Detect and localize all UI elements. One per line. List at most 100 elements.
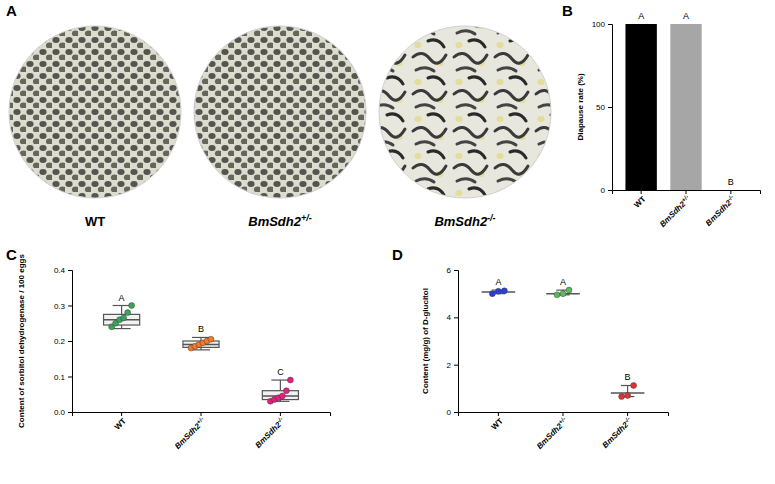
tick-mark — [627, 412, 628, 416]
bar — [670, 24, 701, 190]
label-part: BmSdh2 — [173, 421, 203, 451]
x-axis: WTBmSdh2+/-BmSdh2-/- — [73, 412, 331, 451]
tick: 0.2 — [54, 337, 72, 346]
tick-label: 0 — [601, 186, 606, 195]
tick: BmSdh2-/- — [703, 190, 737, 228]
label-sup: +/- — [195, 416, 204, 425]
point — [625, 392, 631, 398]
label-part: BmSdh2 — [253, 420, 283, 450]
tick-mark — [121, 412, 122, 416]
tick-mark — [608, 24, 612, 25]
point — [554, 292, 560, 298]
chart-bar: AAB050100WTBmSdh2+/-BmSdh2-/-Diapause ra… — [562, 2, 761, 229]
point — [501, 288, 507, 294]
tick-label: 4 — [447, 313, 452, 322]
photo-label: BmSdh2-/- — [434, 213, 495, 229]
significance-letter: A — [638, 11, 644, 21]
y-axis-title: Content (mg/g) of D-glucitol — [421, 288, 430, 394]
tick: BmSdh2+/- — [172, 412, 207, 451]
significance-letter: A — [495, 277, 501, 287]
tick-mark — [641, 190, 642, 194]
point — [129, 303, 135, 309]
point — [619, 394, 625, 400]
whisker-cap — [113, 305, 131, 306]
tick-mark — [201, 412, 202, 416]
tick: 100 — [592, 20, 612, 29]
axis-line — [608, 25, 613, 191]
tick: 0.3 — [54, 302, 72, 311]
point — [631, 382, 637, 388]
point — [208, 336, 214, 342]
label-sup: +/- — [301, 213, 312, 223]
tick-label: BmSdh2+/- — [172, 416, 207, 451]
axis-line — [459, 413, 669, 417]
tick-label: 2 — [447, 361, 452, 370]
tick-label: BmSdh2+/- — [657, 194, 692, 229]
significance-letter: B — [625, 372, 631, 382]
box — [262, 391, 298, 400]
significance-letter: A — [683, 11, 689, 21]
tick-label: WT — [632, 194, 647, 209]
significance-letter: A — [560, 277, 566, 287]
point — [279, 393, 285, 399]
point — [560, 291, 566, 297]
tick-mark — [68, 412, 72, 413]
label-part: BmSdh2 — [434, 214, 488, 229]
label-part: BmSdh2 — [601, 420, 631, 450]
axis-line — [73, 413, 331, 417]
tick-mark — [498, 412, 499, 416]
tick-label: 100 — [592, 20, 606, 29]
tick-label: 0.3 — [54, 302, 66, 311]
egg-photo — [194, 26, 366, 198]
tick-label: BmSdh2-/- — [253, 416, 287, 450]
tick-label: BmSdh2-/- — [600, 416, 634, 450]
tick: 6 — [447, 266, 458, 275]
axis-line — [68, 271, 73, 413]
tick: WT — [113, 412, 128, 432]
box — [104, 314, 140, 325]
tick-label: 0.4 — [54, 266, 66, 275]
significance-letter: A — [119, 293, 125, 303]
panel-letter: A — [6, 2, 17, 19]
tick-label: BmSdh2-/- — [703, 194, 737, 228]
significance-letter: B — [198, 324, 204, 334]
tick-mark — [563, 412, 564, 416]
label-part: BmSdh2 — [658, 199, 688, 229]
label-part: BmSdh2 — [704, 198, 734, 228]
tick: BmSdh2-/- — [600, 412, 634, 450]
tick-mark — [686, 190, 687, 194]
axis-line — [613, 191, 761, 195]
tick-label: 0.1 — [54, 373, 66, 382]
tick-mark — [68, 270, 72, 271]
whisker-cap — [271, 379, 289, 380]
tick-label: 6 — [447, 266, 452, 275]
point — [121, 315, 127, 321]
tick-label: WT — [490, 416, 505, 431]
tick: BmSdh2+/- — [657, 190, 692, 229]
label-sup: +/- — [680, 194, 689, 203]
significance-letter: B — [728, 177, 734, 187]
y-axis-title: Content of sorbitol dehydrogenase / 100 … — [17, 254, 26, 428]
point — [489, 291, 495, 297]
tick: 0.0 — [54, 408, 72, 417]
tick: BmSdh2-/- — [253, 412, 287, 450]
panel-letter: D — [392, 246, 403, 263]
axis-line — [454, 271, 459, 413]
y-axis: 0.0 0.1 0.2 0.3 0.4 — [54, 266, 73, 417]
tick-mark — [454, 412, 458, 413]
tick-mark — [730, 190, 731, 194]
tick-label: 0 — [447, 408, 452, 417]
plot-area — [482, 287, 645, 400]
x-axis: WT BmSdh2+/- BmSdh2-/- — [459, 412, 669, 451]
plot-area — [104, 303, 299, 405]
bar — [625, 24, 656, 190]
label-sup: -/- — [726, 194, 734, 202]
label-sup: -/- — [276, 416, 284, 424]
label-part: BmSdh2 — [535, 421, 565, 451]
figure: AWTBmSdh2+/-BmSdh2-/-AAB050100WTBmSdh2+/… — [0, 0, 775, 484]
tick-label: WT — [113, 416, 128, 431]
point — [566, 287, 572, 293]
tick-mark — [608, 190, 612, 191]
tick: BmSdh2+/- — [534, 412, 569, 451]
tick-mark — [280, 412, 281, 416]
